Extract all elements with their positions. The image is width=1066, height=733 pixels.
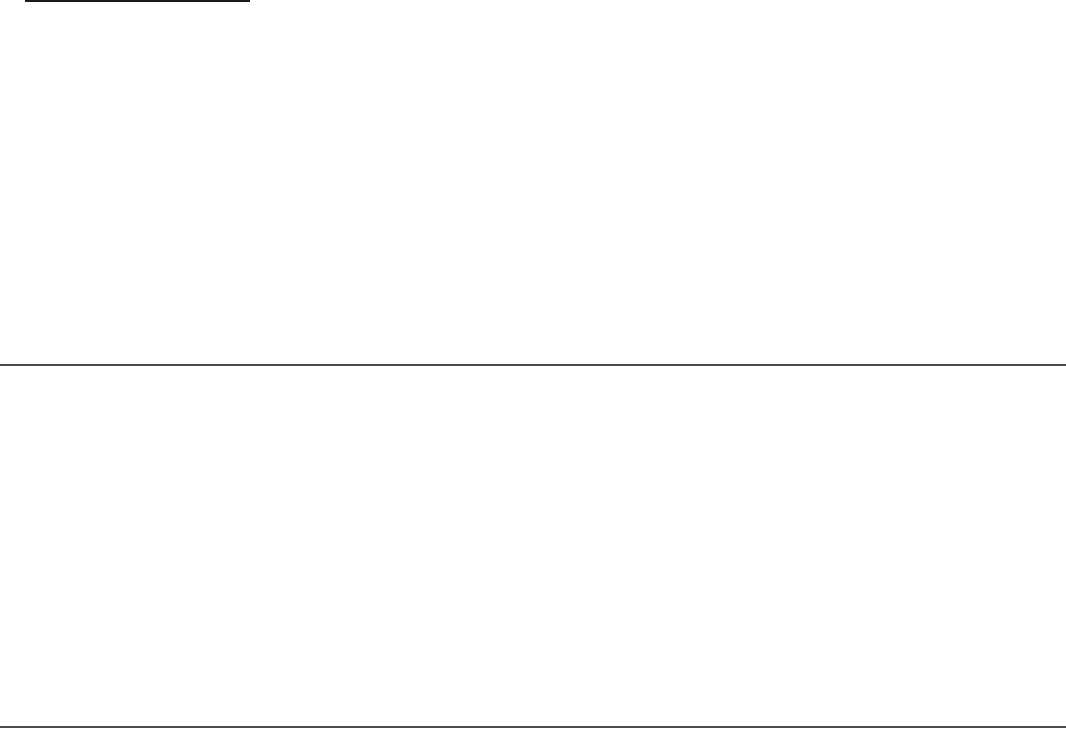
bottom-divider (0, 726, 1066, 728)
section-divider (0, 364, 1066, 366)
top-border-artifact (25, 0, 250, 2)
